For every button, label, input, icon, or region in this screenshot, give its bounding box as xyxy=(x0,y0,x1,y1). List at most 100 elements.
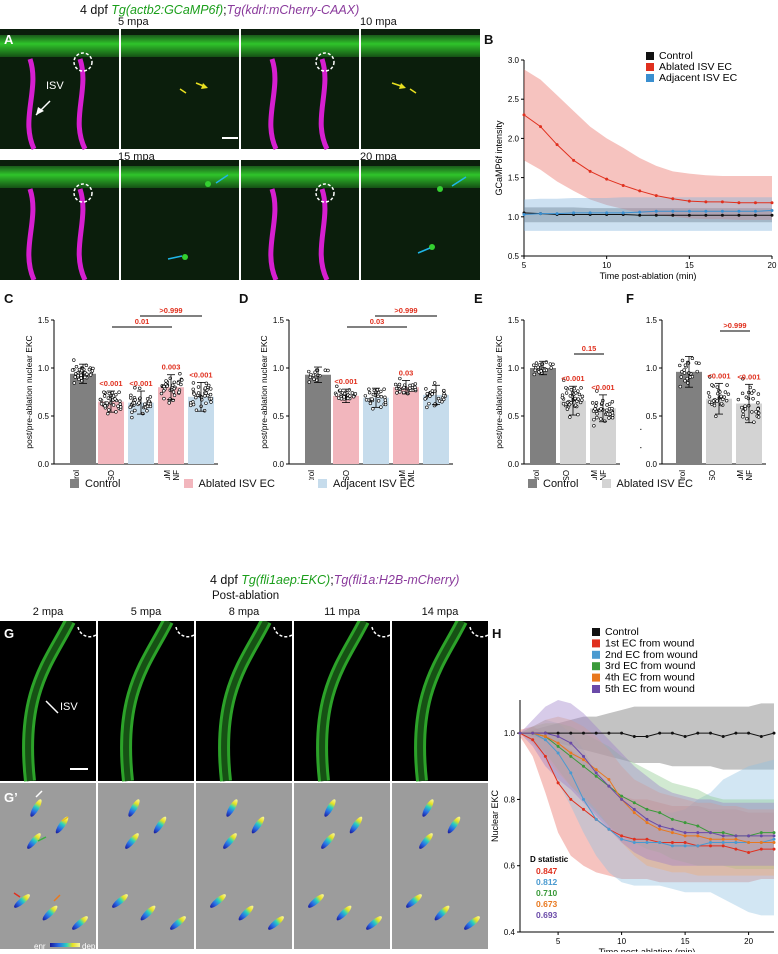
data-dot xyxy=(117,390,121,394)
data-point xyxy=(687,199,691,203)
p-value-label: <0.001 xyxy=(561,374,584,383)
data-dot xyxy=(379,389,383,394)
data-dot xyxy=(102,390,106,394)
data-dot xyxy=(162,389,166,393)
data-dot xyxy=(70,368,75,372)
data-point xyxy=(607,778,611,782)
panel-label-d: D xyxy=(239,291,249,306)
data-point xyxy=(658,811,662,815)
data-point xyxy=(620,837,624,841)
data-dot xyxy=(87,367,92,372)
data-dot xyxy=(83,375,87,380)
data-dot xyxy=(373,393,378,397)
data-dot xyxy=(308,375,312,380)
data-point xyxy=(594,774,598,778)
wound-marker xyxy=(371,626,391,638)
data-dot xyxy=(549,366,553,370)
nucleus xyxy=(419,833,433,849)
data-dot xyxy=(394,386,399,391)
legend-label: 5th EC from wound xyxy=(605,683,695,695)
data-dot xyxy=(694,361,699,365)
data-dot xyxy=(683,363,688,367)
vessel-lumen xyxy=(221,621,269,782)
vessel-lumen xyxy=(25,621,73,782)
data-dot xyxy=(137,401,141,405)
chart-d: 0.0 0.5 1.0 1.5 post/pre-ablation nuclear EK… xyxy=(259,306,453,480)
data-point xyxy=(683,821,687,825)
data-dot xyxy=(721,397,725,402)
data-dot xyxy=(113,397,117,401)
data-dot xyxy=(99,402,104,406)
p-value-label: <0.001 xyxy=(334,377,357,386)
data-dot xyxy=(743,404,747,408)
data-point xyxy=(734,847,738,851)
x-tick-label: Control xyxy=(532,470,541,480)
x-tick-label: Control xyxy=(307,470,316,480)
y-tick-label: 0.5 xyxy=(273,412,285,421)
data-dot xyxy=(560,395,565,400)
data-dot xyxy=(741,377,745,381)
y-tick-label: 1.5 xyxy=(273,316,285,325)
data-point xyxy=(696,844,700,848)
dstat-value: 0.847 xyxy=(536,866,558,876)
data-dot xyxy=(353,392,358,396)
legend-swatch xyxy=(646,63,654,71)
data-point xyxy=(683,834,687,838)
data-point xyxy=(721,837,725,841)
data-dot xyxy=(76,373,80,378)
legend-label: 3rd EC from wound xyxy=(605,660,696,672)
nucleus xyxy=(226,799,238,817)
data-point xyxy=(772,731,776,735)
x-tick-label: 10 xyxy=(617,937,626,946)
data-dot xyxy=(599,407,603,411)
data-point xyxy=(543,754,547,758)
data-dot xyxy=(437,399,442,403)
data-point xyxy=(531,731,535,735)
data-point xyxy=(556,731,560,735)
data-dot xyxy=(594,404,598,408)
data-dot xyxy=(204,391,208,395)
data-dot xyxy=(180,378,184,382)
data-dot xyxy=(715,399,719,403)
data-point xyxy=(704,213,708,217)
y-tick-label: 2.5 xyxy=(508,95,520,104)
panel-label-e: E xyxy=(474,291,483,306)
data-point xyxy=(588,211,592,215)
data-dot xyxy=(204,381,209,386)
isv-label-a: ISV xyxy=(46,80,64,92)
p-value-label: <0.001 xyxy=(129,379,152,388)
data-point xyxy=(747,731,751,735)
p-value-label: 0.03 xyxy=(399,368,414,377)
figure-g-title: 4 dpf Tg(fli1aep:EKC);Tg(fli1a:H2B-mCher… xyxy=(210,573,459,587)
g-time-5mpa: 5 mpa xyxy=(130,606,162,618)
data-point xyxy=(704,209,708,213)
data-point xyxy=(605,177,609,181)
data-point xyxy=(670,844,674,848)
y-axis-title: post/pre-ablation nuclear EKC xyxy=(24,335,34,448)
data-dot xyxy=(678,363,682,368)
data-dot xyxy=(382,387,386,391)
white-arrow-gprime xyxy=(35,790,43,798)
data-dot xyxy=(179,382,183,387)
data-point xyxy=(683,841,687,845)
nucleus xyxy=(55,816,69,834)
data-dot xyxy=(130,410,134,414)
data-point xyxy=(518,731,522,735)
data-dot xyxy=(678,384,682,389)
legend-label: Ablated ISV EC xyxy=(659,61,732,73)
cbar-right-label: dep xyxy=(82,942,96,951)
data-dot xyxy=(335,384,339,389)
data-point xyxy=(753,209,757,213)
data-point xyxy=(671,209,675,213)
data-point xyxy=(721,834,725,838)
g-tile xyxy=(196,621,292,781)
data-point xyxy=(670,831,674,835)
data-point xyxy=(645,837,649,841)
data-dot xyxy=(148,395,153,399)
g-title-prefix: 4 dpf xyxy=(210,573,242,587)
micro-tile-1 xyxy=(0,29,119,151)
data-dot xyxy=(715,385,719,389)
data-point xyxy=(645,841,649,845)
data-point xyxy=(569,754,573,758)
series-band xyxy=(520,719,774,916)
